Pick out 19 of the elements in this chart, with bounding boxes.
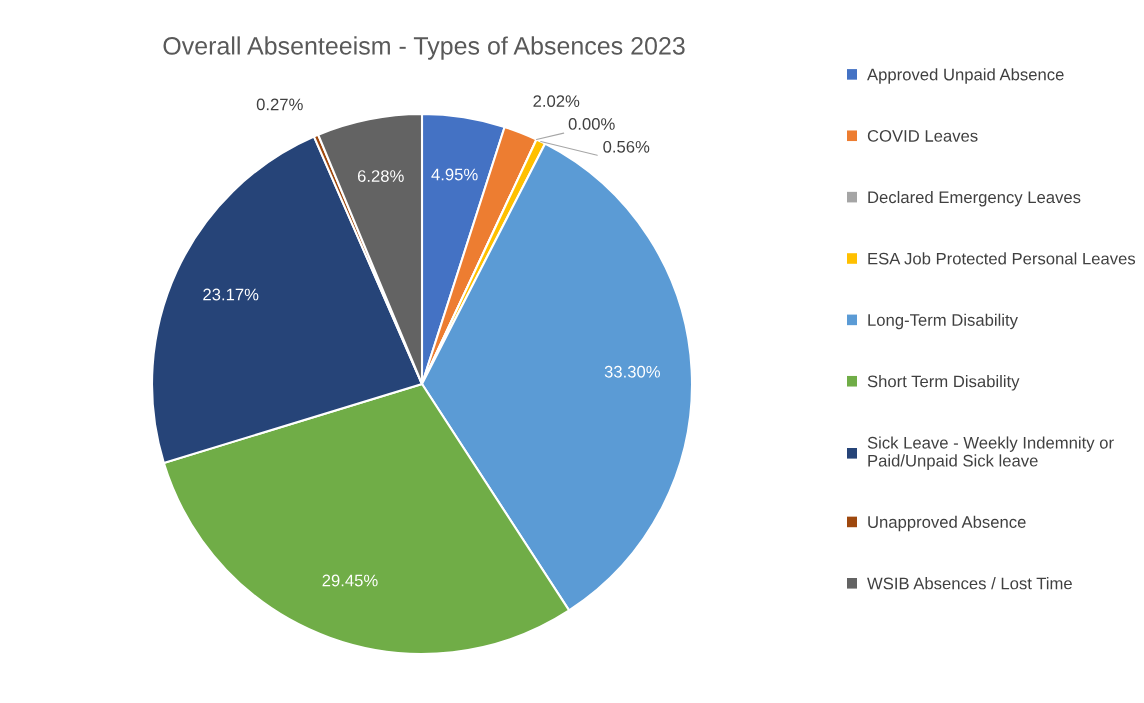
data-label: 4.95% xyxy=(431,168,478,181)
data-label: 6.28% xyxy=(357,170,404,182)
legend-label: Long-Term Disability xyxy=(868,313,1018,330)
legend-label: ESA Job Protected Personal Leaves xyxy=(868,252,1136,265)
text: 0.00% xyxy=(568,118,615,130)
legend-label: Sick Leave - Weekly Indemnity or Paid/Unpaid Sick leave xyxy=(867,436,1114,470)
legend-label: WSIB Absences / Lost Time xyxy=(867,577,1072,590)
legend-label: Approved Unpaid Absence xyxy=(867,68,1064,84)
legend-label: Unapproved Absence xyxy=(868,515,1026,532)
chart-title: Overall Absenteeism - Types of Absences 2023 xyxy=(163,36,685,60)
data-label: 2.02% xyxy=(533,95,580,108)
legend-label: COVID Leaves xyxy=(867,130,978,142)
legend-label: Short Term Disability xyxy=(867,375,1020,391)
data-label: 0.27% xyxy=(256,98,303,111)
legend-label: Declared Emergency Leaves xyxy=(868,190,1081,207)
data-label: 0.56% xyxy=(603,140,650,153)
data-label: 33.30% xyxy=(604,365,660,378)
data-label: 29.45% xyxy=(322,574,378,587)
data-label: 23.17% xyxy=(203,288,259,301)
